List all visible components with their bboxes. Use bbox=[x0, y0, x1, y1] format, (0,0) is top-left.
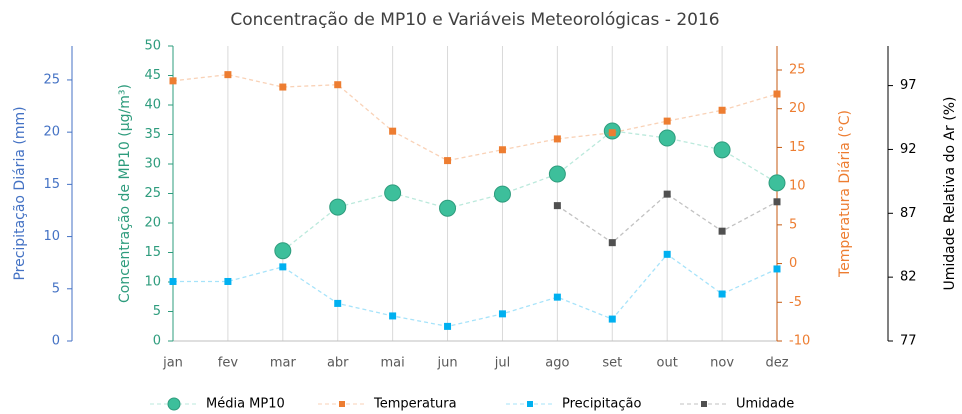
y4-tick-label: 77 bbox=[900, 334, 917, 349]
point bbox=[384, 184, 402, 202]
point bbox=[493, 185, 511, 203]
point bbox=[663, 190, 671, 198]
x-tick-label: jun bbox=[436, 356, 457, 371]
series-line bbox=[557, 193, 778, 244]
y-tick-label: 30 bbox=[144, 157, 161, 172]
y2-tick-label: 10 bbox=[789, 179, 806, 194]
x-tick-label: fev bbox=[218, 356, 239, 371]
y2-tick-label: 5 bbox=[789, 217, 797, 232]
y3-tick-label: 10 bbox=[43, 229, 60, 244]
y2-tick-label: -5 bbox=[789, 295, 802, 310]
y3-tick-label: 0 bbox=[52, 334, 60, 349]
y4-tick-label: 97 bbox=[900, 78, 917, 93]
y3-tick-label: 20 bbox=[43, 125, 60, 140]
point bbox=[279, 83, 287, 91]
y2-tick-label: 20 bbox=[789, 101, 806, 116]
point bbox=[718, 106, 726, 114]
point bbox=[334, 299, 342, 307]
x-tick-label: nov bbox=[710, 356, 734, 371]
point bbox=[444, 157, 452, 165]
point bbox=[439, 199, 457, 217]
y2-tick-label: 15 bbox=[789, 140, 806, 155]
point bbox=[608, 315, 616, 323]
x-tick-label: abr bbox=[327, 356, 349, 371]
point bbox=[279, 263, 287, 271]
y-tick-label: 20 bbox=[144, 216, 161, 231]
point bbox=[608, 129, 616, 137]
x-tick-label: set bbox=[602, 356, 622, 371]
chart-title: Concentração de MP10 e Variáveis Meteoro… bbox=[230, 10, 719, 30]
point bbox=[334, 81, 342, 89]
y-tick-label: 25 bbox=[144, 186, 161, 201]
point bbox=[498, 146, 506, 154]
y2-tick-label: -10 bbox=[789, 334, 810, 349]
point bbox=[713, 141, 731, 159]
point bbox=[224, 71, 232, 79]
legend-label: Média MP10 bbox=[206, 397, 285, 412]
point bbox=[773, 198, 781, 206]
legend-marker bbox=[527, 401, 533, 407]
x-tick-label: dez bbox=[765, 356, 788, 371]
series-line bbox=[173, 253, 778, 328]
legend-marker bbox=[339, 401, 345, 407]
y-tick-label: 40 bbox=[144, 98, 161, 113]
y-tick-label: 45 bbox=[144, 68, 161, 83]
series-line bbox=[282, 130, 778, 252]
point bbox=[658, 129, 676, 147]
y-tick-label: 35 bbox=[144, 127, 161, 142]
point bbox=[169, 77, 177, 85]
y-tick-label: 15 bbox=[144, 245, 161, 260]
point bbox=[498, 310, 506, 318]
y4-tick-label: 92 bbox=[900, 142, 917, 157]
y-axis-label: Concentração de MP10 (µg/m³) bbox=[117, 84, 133, 303]
y-tick-label: 5 bbox=[153, 304, 161, 319]
point bbox=[169, 277, 177, 285]
y4-tick-label: 82 bbox=[900, 270, 917, 285]
y4-axis-label: Umidade Relativa do Ar (%) bbox=[942, 97, 958, 291]
legend-label: Precipitação bbox=[562, 397, 641, 412]
legend-label: Umidade bbox=[736, 397, 794, 412]
x-tick-label: jul bbox=[494, 356, 510, 371]
point bbox=[389, 127, 397, 135]
y3-tick-label: 5 bbox=[52, 281, 60, 296]
point bbox=[329, 198, 347, 216]
point bbox=[663, 250, 671, 258]
point bbox=[553, 202, 561, 210]
x-tick-label: mai bbox=[381, 356, 405, 371]
y3-tick-label: 25 bbox=[43, 72, 60, 87]
point bbox=[773, 90, 781, 98]
y4-tick-label: 87 bbox=[900, 206, 917, 221]
point bbox=[663, 117, 671, 125]
x-tick-label: ago bbox=[545, 356, 569, 371]
x-tick-label: jan bbox=[162, 356, 183, 371]
y2-tick-label: 25 bbox=[789, 63, 806, 78]
series-line bbox=[172, 73, 778, 162]
legend-marker bbox=[701, 401, 707, 407]
x-tick-label: out bbox=[657, 356, 678, 371]
point bbox=[224, 277, 232, 285]
point bbox=[608, 239, 616, 247]
y2-axis-label: Temperatura Diária (°C) bbox=[837, 110, 853, 278]
point bbox=[773, 265, 781, 273]
point bbox=[274, 242, 292, 260]
y3-axis-label: Precipitação Diária (mm) bbox=[12, 106, 28, 280]
x-tick-label: mar bbox=[270, 356, 297, 371]
point bbox=[553, 293, 561, 301]
point bbox=[444, 322, 452, 330]
point bbox=[553, 135, 561, 143]
y-tick-label: 10 bbox=[144, 275, 161, 290]
point bbox=[768, 174, 786, 192]
y2-tick-label: 0 bbox=[789, 256, 797, 271]
y-tick-label: 0 bbox=[153, 334, 161, 349]
legend-marker bbox=[167, 397, 181, 411]
point bbox=[718, 227, 726, 235]
y3-tick-label: 15 bbox=[43, 177, 60, 192]
point bbox=[718, 290, 726, 298]
point bbox=[389, 312, 397, 320]
point bbox=[548, 165, 566, 183]
y-tick-label: 50 bbox=[144, 39, 161, 54]
legend-label: Temperatura bbox=[373, 397, 457, 412]
